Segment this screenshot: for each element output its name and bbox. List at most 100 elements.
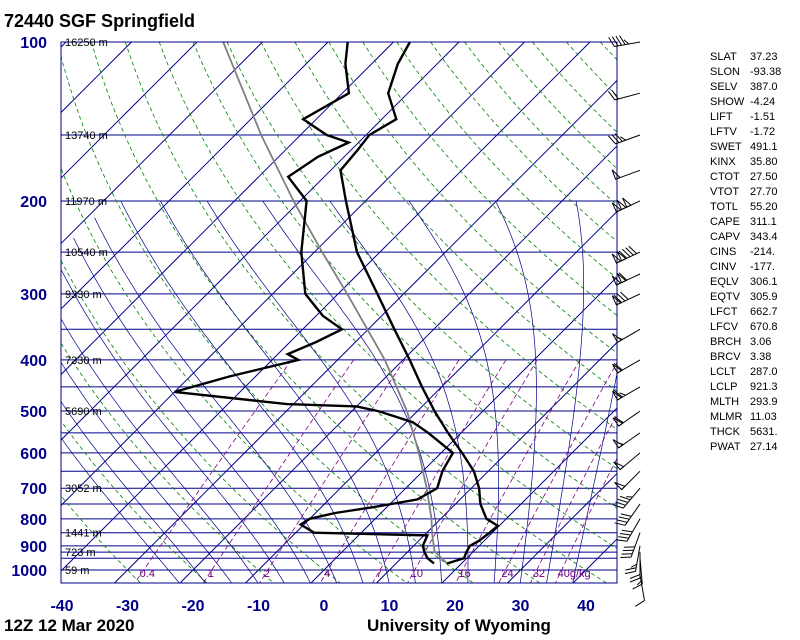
wind-barb-layer	[608, 35, 645, 607]
index-key: SWET	[710, 141, 742, 153]
index-row: LCLP 921.3	[710, 380, 795, 395]
moist-adiabat	[262, 200, 442, 583]
wind-barb-feather	[608, 90, 616, 101]
isotherm-line	[179, 145, 617, 583]
wind-barb-feather	[611, 36, 619, 47]
temperature-tick-label: -40	[50, 598, 73, 615]
wind-barb-feather	[621, 248, 631, 258]
moist-adiabat	[206, 200, 416, 583]
index-value: -177.	[750, 261, 776, 273]
dry-adiabat	[61, 54, 475, 583]
moist-adiabat	[61, 268, 285, 583]
index-row: BRCV 3.38	[710, 350, 795, 365]
index-row: LIFT -1.51	[710, 110, 795, 125]
wind-barb-pennant	[616, 273, 627, 284]
index-row: VTOT 27.70	[710, 185, 795, 200]
wind-barb	[612, 359, 641, 374]
pressure-tick-label: 700	[20, 481, 47, 498]
index-value: 55.20	[750, 201, 778, 213]
index-key: BRCH	[710, 336, 742, 348]
index-row: CAPV 343.4	[710, 230, 795, 245]
wind-barb	[612, 328, 641, 343]
isotherm-line	[61, 42, 394, 376]
dry-adiabat	[91, 42, 541, 583]
wind-barb-staff	[639, 558, 643, 585]
index-key: CTOT	[710, 171, 740, 183]
index-row: BRCH 3.06	[710, 335, 795, 350]
wind-barb-feather	[614, 522, 626, 526]
index-value: 27.14	[750, 441, 778, 453]
mixing-ratio-label: 2	[264, 568, 270, 580]
mixing-ratio-label: 32	[533, 568, 545, 580]
isotherm-line	[244, 210, 617, 583]
wind-barb	[616, 518, 641, 542]
wind-barb-feather	[612, 504, 624, 509]
wind-barb-pennant	[611, 169, 621, 180]
dry-adiabat	[61, 342, 275, 583]
index-key: EQTV	[710, 291, 740, 303]
wind-barb	[620, 532, 641, 558]
wind-barb-feather	[616, 519, 628, 523]
index-key: THCK	[710, 426, 740, 438]
index-value: -1.72	[750, 126, 776, 138]
wind-barb-feather	[620, 513, 632, 517]
index-key: CINS	[710, 246, 737, 258]
isotherm-line	[310, 276, 617, 583]
wind-barb-feather	[624, 570, 636, 575]
wind-barb-feather	[613, 363, 623, 371]
index-row: TOTL 55.20	[710, 200, 795, 215]
pressure-tick-label: 500	[20, 404, 47, 421]
wind-barb-feather	[632, 583, 643, 590]
pressure-tick-label: 300	[20, 287, 47, 304]
height-label: 13740 m	[65, 130, 108, 142]
moist-adiabat	[546, 200, 584, 583]
index-value: 921.3	[750, 381, 778, 393]
dry-adiabat	[61, 259, 341, 583]
moist-adiabat	[572, 371, 617, 583]
index-row: SLAT 37.23	[710, 50, 795, 65]
wind-barb	[608, 90, 641, 101]
dewpoint-trace	[174, 42, 455, 565]
index-value: 287.0	[750, 366, 778, 378]
pressure-tick-label: 1000	[11, 563, 47, 580]
isotherm-line	[61, 42, 198, 179]
pressure-tick-label: 100	[20, 35, 47, 52]
index-value: 670.8	[750, 321, 778, 333]
wind-barb-feather	[617, 498, 629, 503]
wind-barb	[611, 169, 641, 180]
wind-barb-pennant	[612, 390, 623, 401]
moist-adiabat	[61, 437, 180, 583]
index-key: SELV	[710, 81, 738, 93]
index-value: 35.80	[750, 156, 778, 168]
index-key: SLAT	[710, 51, 737, 63]
sounding-indices-table: SLAT 37.23 SLON -93.38 SELV 387.0 SHOW -4.24 LIF…	[710, 50, 795, 455]
moist-adiabat	[408, 200, 499, 583]
index-value: -93.38	[750, 66, 782, 78]
wind-barb	[613, 452, 641, 471]
wind-barb-feather	[618, 272, 628, 281]
dry-adiabat	[158, 42, 617, 549]
wind-barb-feather	[619, 495, 631, 501]
height-label: 9330 m	[65, 289, 102, 301]
isotherm-line	[0, 42, 1, 583]
height-label: 10540 m	[65, 247, 108, 259]
height-label: 59 m	[65, 565, 89, 577]
index-key: CAPE	[710, 216, 740, 228]
isotherm-line	[572, 538, 617, 583]
wind-barb-pennant	[611, 202, 622, 213]
index-value: 305.9	[750, 291, 778, 303]
wind-barb	[612, 386, 641, 401]
mixing-ratio-label: 4	[324, 568, 330, 580]
wind-barb-feather	[611, 134, 620, 143]
index-value: 3.06	[750, 336, 772, 348]
temperature-tick-label: 40	[577, 598, 595, 615]
wind-barb-staff	[614, 41, 641, 47]
wind-barb-pennant	[616, 200, 627, 211]
wind-barb-staff	[635, 545, 641, 572]
temperature-tick-label: 30	[512, 598, 530, 615]
mixing-ratio-line	[202, 359, 355, 583]
wind-barb-pennant	[613, 461, 625, 471]
dry-adiabat	[192, 42, 617, 509]
wind-barb-feather	[625, 567, 637, 571]
wind-barb	[611, 272, 641, 286]
